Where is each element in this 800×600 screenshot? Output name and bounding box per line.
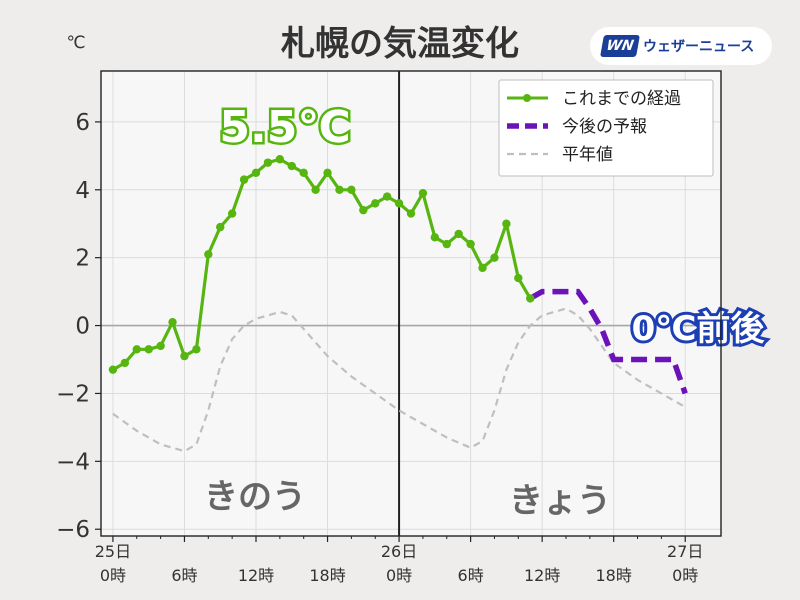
observed-point	[502, 219, 511, 228]
logo-mark: WN	[600, 35, 640, 57]
x-tick-label-hour: 18時	[596, 566, 632, 585]
observed-point	[335, 185, 344, 194]
series: 0℃前後	[108, 155, 768, 453]
observed-point	[323, 168, 332, 178]
y-tick-label: −2	[56, 381, 90, 407]
observed-point	[275, 155, 285, 164]
observed-point	[180, 351, 189, 361]
x-tick-label-hour: 6時	[171, 566, 197, 585]
legend-marker-observed	[523, 94, 531, 102]
observed-point	[204, 250, 213, 259]
observed-point	[406, 209, 416, 218]
forecast-temp-label: 0℃前後	[632, 309, 766, 349]
observed-point	[394, 199, 404, 208]
annotations: きのう きょう 5.5℃	[204, 100, 611, 522]
x-tick-label-day: 26日	[381, 542, 417, 561]
x-tick-label-day: 27日	[667, 542, 703, 561]
observed-point	[251, 168, 261, 178]
observed-point	[478, 263, 487, 273]
x-tick-label-hour: 18時	[309, 566, 345, 585]
chart-title: 札幌の気温変化	[281, 24, 519, 64]
observed-point	[418, 188, 428, 198]
unit-label: ℃	[66, 33, 85, 53]
observed-point	[263, 158, 273, 167]
logo-text: ウェザーニュース	[643, 39, 755, 55]
observed-point	[382, 192, 392, 201]
legend-label: 今後の予報	[562, 117, 647, 137]
observed-point	[371, 199, 380, 208]
y-tick-label: −6	[56, 517, 90, 543]
y-tick-label: −4	[56, 449, 90, 475]
observed-point	[490, 253, 499, 262]
observed-point	[132, 345, 141, 354]
observed-point	[239, 175, 249, 184]
x-tick-label-day: 25日	[95, 542, 131, 561]
grid	[101, 71, 721, 536]
observed-point	[287, 161, 296, 171]
x-tick-label-hour: 0時	[672, 566, 698, 585]
x-tick-label-hour: 6時	[458, 566, 484, 585]
observed-point	[454, 229, 463, 239]
observed-point	[108, 365, 118, 374]
y-tick-label: 2	[75, 246, 90, 272]
legend-label: 平年値	[562, 145, 613, 165]
observed-point	[168, 317, 177, 327]
observed-point	[156, 341, 165, 351]
observed-point	[430, 233, 440, 242]
y-tick-label: 4	[75, 178, 90, 204]
today-label: きょう	[509, 481, 611, 521]
observed-point	[514, 273, 523, 283]
yesterday-label: きのう	[204, 477, 306, 517]
observed-point	[120, 358, 130, 368]
observed-point	[526, 294, 535, 303]
observed-point	[311, 185, 320, 194]
observed-point	[144, 345, 153, 354]
y-tick-label: 6	[75, 110, 90, 136]
x-tick-label-hour: 12時	[524, 566, 560, 585]
observed-point	[216, 222, 225, 232]
y-tick-label: 0	[75, 314, 90, 340]
observed-point	[442, 239, 451, 249]
weathernews-logo: WN ウェザーニュース	[590, 27, 772, 65]
legend-label: これまでの経過	[562, 89, 681, 109]
legend-box	[498, 79, 714, 177]
x-tick-label-hour: 0時	[100, 566, 126, 585]
observed-point	[359, 205, 368, 215]
x-tick-label-hour: 12時	[238, 566, 274, 585]
observed-point	[347, 185, 356, 194]
max-temp-label: 5.5℃	[219, 102, 350, 153]
observed-point	[299, 168, 308, 178]
observed-point	[227, 209, 237, 218]
axes: −6 −4 −2 0 2 4 6 25日 0時 6時 12時 18時 26日 0時 6時 12時 18時 27日 0…	[56, 110, 703, 585]
x-tick-label-hour: 0時	[386, 566, 412, 585]
forecast-series-line	[528, 288, 688, 395]
observed-point	[192, 345, 201, 354]
observed-point	[466, 239, 475, 249]
plot-frame	[100, 70, 722, 537]
